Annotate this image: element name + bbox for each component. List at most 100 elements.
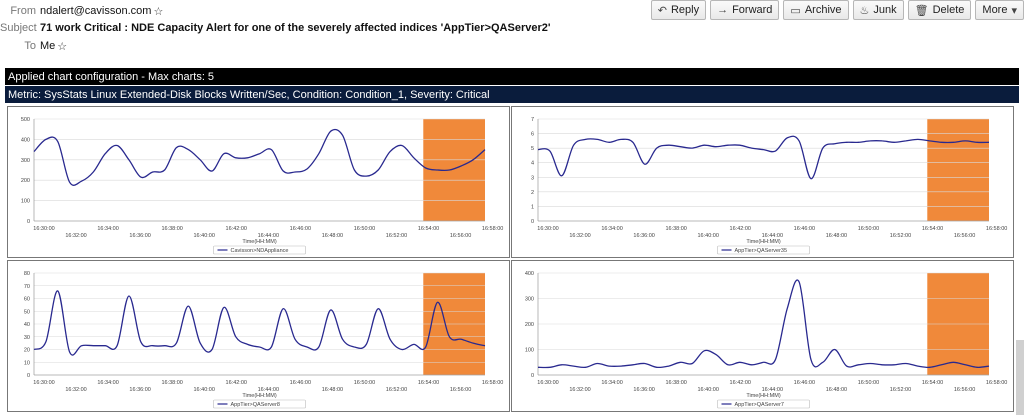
y-tick-label: 40: [24, 322, 30, 328]
archive-icon: ▭: [790, 4, 801, 17]
line-chart-2: 0 1 2 3 4 5 6 7 16:30:00 16:34:00 16:38:00 16:42:00…: [531, 117, 1007, 255]
x-tick-label: 16:58:00: [482, 226, 503, 232]
x-tick-label: 16:52:00: [386, 233, 407, 239]
subject-row: Subject 71 work Critical : NDE Capacity …: [0, 19, 551, 37]
y-tick-label: 300: [525, 297, 534, 303]
x-tick-label: 16:38:00: [665, 380, 686, 386]
x-tick-label: 16:36:00: [129, 233, 150, 239]
subject-label: Subject: [0, 22, 37, 34]
x-tick-label: 16:52:00: [386, 387, 407, 393]
legend-label: AppTier>QAServer8: [231, 402, 280, 408]
subject-value: 71 work Critical : NDE Capacity Alert fo…: [40, 22, 551, 34]
x-tick-label: 16:42:00: [226, 380, 247, 386]
x-tick-label: 16:56:00: [954, 233, 975, 239]
x-tick-label: 16:30:00: [33, 226, 54, 232]
reply-button[interactable]: ↶ Reply: [650, 0, 707, 20]
reply-icon: ↶: [657, 4, 667, 17]
x-tick-label: 16:40:00: [698, 233, 719, 239]
series-line: [33, 128, 486, 186]
x-tick-label: 16:52:00: [890, 387, 911, 393]
legend-label: AppTier>QAServer7: [735, 402, 784, 408]
x-axis-label: Time(HH:MM): [242, 393, 276, 399]
chart-panel-2: 0 1 2 3 4 5 6 7 16:30:00 16:34:00 16:38:00 16:42:00…: [511, 106, 1014, 258]
y-tick-label: 400: [525, 271, 534, 277]
legend-box: [717, 399, 810, 409]
x-tick-label: 16:54:00: [922, 380, 943, 386]
x-tick-label: 16:48:00: [322, 233, 343, 239]
x-tick-label: 16:48:00: [826, 233, 847, 239]
x-tick-label: 16:54:00: [418, 380, 439, 386]
from-value[interactable]: ndalert@cavisson.com: [40, 5, 152, 17]
y-tick-label: 100: [21, 199, 30, 205]
more-label: More: [982, 4, 1008, 16]
series-line: [537, 135, 990, 180]
archive-button[interactable]: ▭ Archive: [783, 0, 849, 20]
y-tick-label: 0: [531, 373, 534, 379]
y-tick-label: 200: [525, 322, 534, 328]
y-tick-label: 70: [24, 284, 30, 290]
x-tick-label: 16:32:00: [569, 387, 590, 393]
line-chart-1: 0 100 200 300 400 500 16:30:00 16:34:00 16:38:00…: [21, 117, 503, 255]
y-tick-label: 50: [24, 309, 30, 315]
x-tick-label: 16:32:00: [65, 233, 86, 239]
delete-button[interactable]: 🗑 Delete: [907, 0, 972, 20]
x-tick-label: 16:30:00: [537, 226, 558, 232]
vertical-scrollbar[interactable]: [1016, 340, 1024, 415]
x-tick-label: 16:56:00: [954, 387, 975, 393]
y-tick-label: 1: [531, 204, 534, 210]
y-tick-label: 30: [24, 335, 30, 341]
x-tick-label: 16:50:00: [354, 380, 375, 386]
x-tick-label: 16:44:00: [762, 233, 783, 239]
y-tick-label: 6: [531, 132, 534, 138]
x-tick-label: 16:38:00: [665, 226, 686, 232]
x-tick-label: 16:44:00: [258, 233, 279, 239]
x-tick-label: 16:36:00: [633, 387, 654, 393]
x-tick-label: 16:50:00: [858, 380, 879, 386]
forward-icon: →: [717, 4, 729, 16]
more-button[interactable]: More ▾: [975, 0, 1024, 20]
x-axis-label: Time(HH:MM): [746, 393, 780, 399]
x-tick-label: 16:58:00: [986, 226, 1007, 232]
y-tick-label: 200: [21, 178, 30, 184]
x-tick-label: 16:58:00: [482, 380, 503, 386]
y-tick-label: 2: [531, 190, 534, 196]
x-tick-label: 16:30:00: [537, 380, 558, 386]
star-icon[interactable]: ☆: [153, 5, 164, 18]
y-tick-label: 3: [531, 175, 534, 181]
to-value[interactable]: Me: [40, 40, 56, 52]
x-tick-label: 16:32:00: [569, 233, 590, 239]
y-tick-label: 100: [525, 348, 534, 354]
x-axis-label: Time(HH:MM): [746, 239, 780, 245]
x-tick-label: 16:40:00: [194, 387, 215, 393]
x-tick-label: 16:46:00: [794, 380, 815, 386]
message-toolbar: ↶ Reply → Forward ▭ Archive ♨ Junk 🗑 Delete M…: [650, 0, 1024, 20]
alert-highlight-band: [927, 119, 989, 221]
x-tick-label: 16:34:00: [97, 226, 118, 232]
metric-banner: Metric: SysStats Linux Extended-Disk Blo…: [5, 86, 1019, 103]
junk-button[interactable]: ♨ Junk: [852, 0, 904, 20]
x-tick-label: 16:56:00: [450, 233, 471, 239]
forward-label: Forward: [732, 4, 773, 16]
forward-button[interactable]: → Forward: [710, 0, 780, 20]
chart-panel-4: 0 100 200 300 400 16:30:00 16:34:00 16:38:00 16:…: [511, 260, 1014, 412]
y-tick-label: 400: [21, 137, 30, 143]
x-tick-label: 16:42:00: [730, 226, 751, 232]
star-icon[interactable]: ☆: [57, 40, 68, 53]
legend-label: AppTier>QAServer35: [735, 248, 788, 254]
junk-label: Junk: [873, 4, 897, 16]
y-tick-label: 300: [21, 158, 30, 164]
archive-label: Archive: [804, 4, 842, 16]
y-tick-label: 0: [531, 219, 534, 225]
chevron-down-icon: ▾: [1011, 4, 1017, 17]
y-tick-label: 7: [531, 117, 534, 123]
x-tick-label: 16:42:00: [730, 380, 751, 386]
x-tick-label: 16:40:00: [194, 233, 215, 239]
from-label: From: [10, 5, 36, 17]
chart-panel-3: 0 10 20 30 40 50 60 70 80 16:30:00 16:34:00 16:38:0…: [7, 260, 510, 412]
x-tick-label: 16:54:00: [418, 226, 439, 232]
chart-panel-1: 0 100 200 300 400 500 16:30:00 16:34:00 16:38:00…: [7, 106, 510, 258]
legend-label: Cavisson>NDAppliance: [231, 248, 289, 254]
y-tick-label: 60: [24, 297, 30, 303]
x-tick-label: 16:58:00: [986, 380, 1007, 386]
reply-label: Reply: [670, 4, 700, 16]
